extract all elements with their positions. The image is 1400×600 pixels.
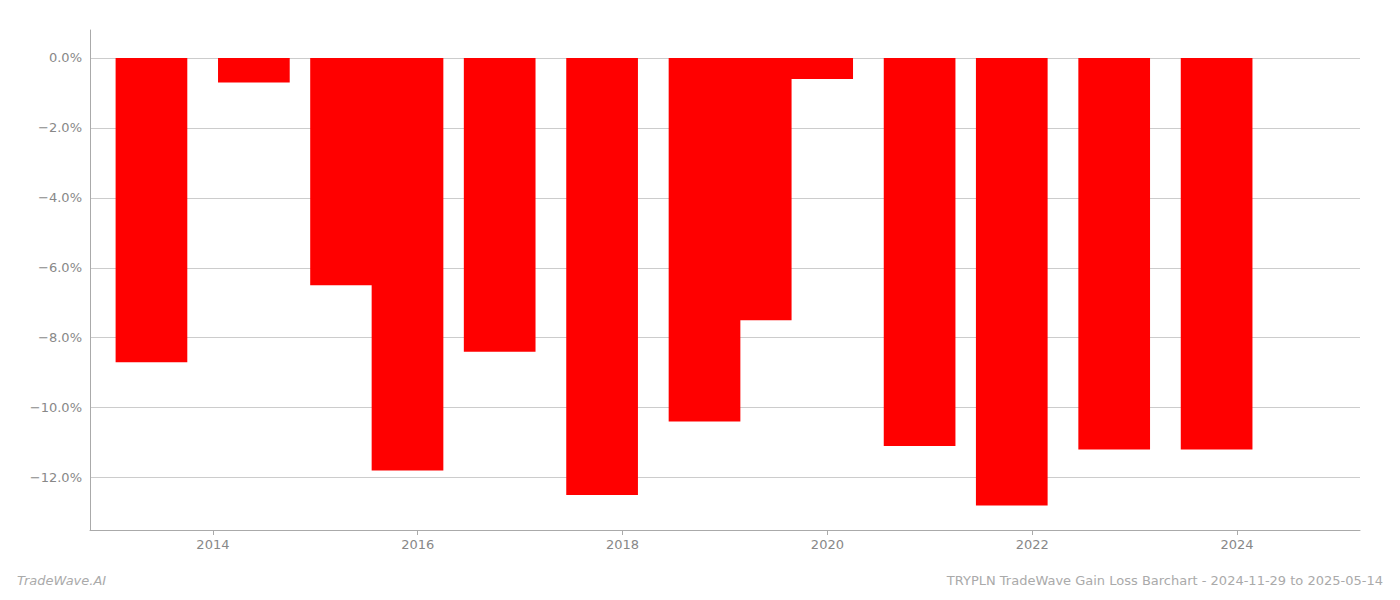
svg-text:2024: 2024 — [1221, 537, 1254, 552]
svg-text:2018: 2018 — [606, 537, 639, 552]
svg-text:−2.0%: −2.0% — [38, 120, 82, 135]
svg-text:−4.0%: −4.0% — [38, 190, 82, 205]
svg-text:−12.0%: −12.0% — [30, 470, 82, 485]
svg-text:2022: 2022 — [1016, 537, 1049, 552]
svg-text:−6.0%: −6.0% — [38, 260, 82, 275]
svg-text:0.0%: 0.0% — [49, 50, 82, 65]
svg-text:−8.0%: −8.0% — [38, 330, 82, 345]
svg-text:2016: 2016 — [401, 537, 434, 552]
svg-text:TRYPLN TradeWave Gain Loss Bar: TRYPLN TradeWave Gain Loss Barchart - 20… — [946, 573, 1383, 588]
svg-text:TradeWave.AI: TradeWave.AI — [17, 573, 106, 588]
svg-text:2014: 2014 — [196, 537, 229, 552]
svg-text:−10.0%: −10.0% — [30, 400, 82, 415]
svg-text:2020: 2020 — [811, 537, 844, 552]
